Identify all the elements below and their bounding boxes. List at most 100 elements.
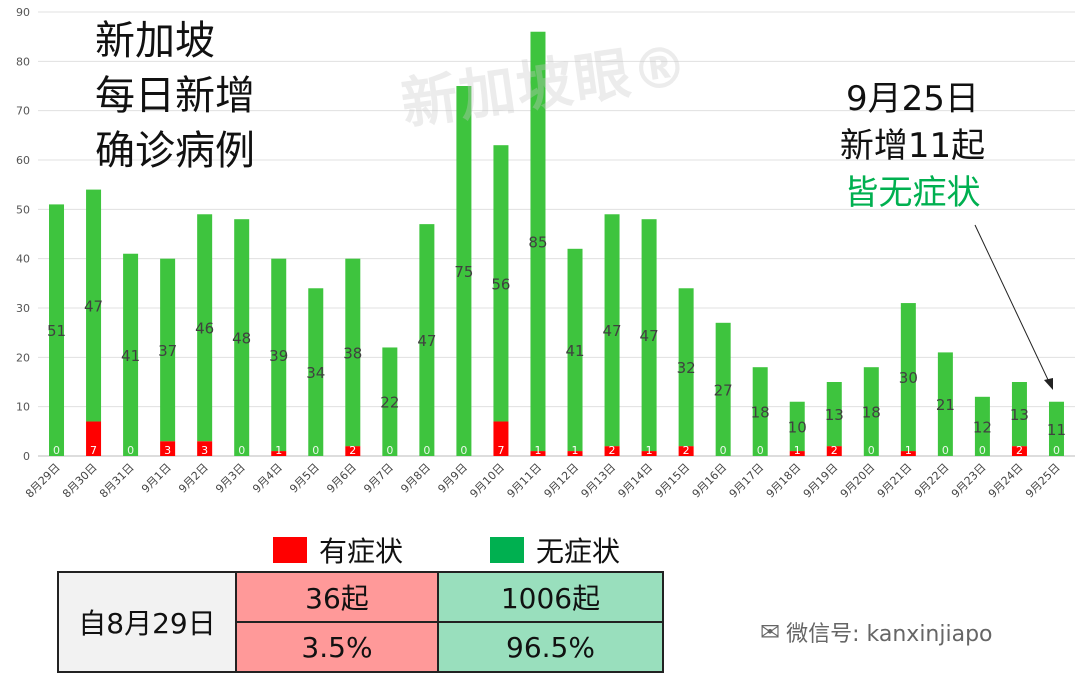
bar-asymptomatic [49,204,65,456]
y-tick-label: 60 [16,154,30,167]
data-label-asymptomatic: 21 [936,396,955,414]
bar-asymptomatic [1048,401,1064,456]
x-tick-label: 9月15日 [653,461,693,501]
y-tick-label: 90 [16,6,30,19]
x-tick-label: 9月25日 [1023,461,1063,501]
title-line: 新加坡 [95,18,215,64]
bar-asymptomatic [1011,382,1027,447]
data-label-asymptomatic: 47 [603,322,622,340]
symptomatic-count: 36起 [235,571,439,623]
x-tick-label: 9月23日 [949,461,989,501]
data-label-asymptomatic: 30 [899,369,918,387]
bar-asymptomatic [197,214,213,442]
data-label-asymptomatic: 85 [528,233,547,251]
data-label-symptomatic: 2 [349,444,356,457]
data-label-asymptomatic: 48 [232,330,251,348]
bar-asymptomatic [641,219,657,452]
data-label-symptomatic: 7 [90,444,97,457]
symptomatic-pct: 3.5% [235,621,439,673]
y-tick-label: 10 [16,401,30,414]
wechat-id: ✉ 微信号: kanxinjiapo [760,616,993,648]
data-label-symptomatic: 0 [423,444,430,457]
y-tick-label: 30 [16,302,30,315]
bar-chart: 01020304050607080905108月29日4778月30日4108月… [16,6,1075,501]
annotation-arrow [974,224,1051,385]
x-tick-label: 9月6日 [324,461,359,496]
y-tick-label: 80 [16,55,30,68]
data-label-asymptomatic: 18 [751,404,770,422]
x-tick-label: 8月30日 [60,461,100,501]
data-label-asymptomatic: 51 [47,322,66,340]
data-label-asymptomatic: 41 [565,342,584,360]
bar-symptomatic [1011,446,1027,456]
data-label-symptomatic: 0 [979,444,986,457]
bar-asymptomatic [567,248,583,452]
bar-symptomatic [789,451,805,456]
data-label-asymptomatic: 10 [788,418,807,436]
y-tick-label: 40 [16,253,30,266]
data-label-symptomatic: 0 [127,444,134,457]
bar-asymptomatic [789,401,805,452]
data-label-symptomatic: 1 [905,444,912,457]
data-label-asymptomatic: 47 [84,298,103,316]
legend-label: 无症状 [536,535,621,568]
data-label-asymptomatic: 34 [306,364,325,382]
legend-label: 有症状 [319,535,404,568]
bar-asymptomatic [974,396,990,456]
bar-asymptomatic [123,253,139,456]
data-label-asymptomatic: 56 [491,275,510,293]
data-label-asymptomatic: 12 [973,418,992,436]
data-label-asymptomatic: 37 [158,342,177,360]
x-tick-label: 9月13日 [579,461,619,501]
data-label-symptomatic: 3 [164,444,171,457]
bar-asymptomatic [752,367,768,456]
data-label-symptomatic: 2 [683,444,690,457]
bar-asymptomatic [937,352,953,456]
data-label-symptomatic: 0 [720,444,727,457]
bar-asymptomatic [382,347,398,456]
bar-asymptomatic [160,258,176,442]
bar-symptomatic [271,451,287,456]
legend-symptomatic: 有症状 [273,530,403,570]
bar-asymptomatic [715,322,731,456]
data-label-asymptomatic: 46 [195,320,214,338]
bar-symptomatic [826,446,842,456]
data-label-asymptomatic: 47 [417,332,436,350]
x-tick-label: 9月10日 [467,461,507,501]
data-label-asymptomatic: 27 [714,381,733,399]
bar-symptomatic [604,446,620,456]
bar-asymptomatic [900,303,916,452]
x-tick-label: 9月5日 [287,461,322,496]
legend-swatch-green [490,537,524,563]
x-tick-label: 9月18日 [764,461,804,501]
x-tick-label: 9月8日 [398,461,433,496]
data-label-symptomatic: 0 [53,444,60,457]
x-tick-label: 9月22日 [912,461,952,501]
data-label-symptomatic: 1 [275,444,282,457]
data-label-symptomatic: 0 [757,444,764,457]
data-label-symptomatic: 2 [609,444,616,457]
title-line: 每日新增 [95,73,255,119]
bar-asymptomatic [271,258,287,452]
wechat-label: 微信号: kanxinjiapo [786,622,993,647]
data-label-symptomatic: 1 [646,444,653,457]
x-tick-label: 9月3日 [213,461,248,496]
data-label-symptomatic: 3 [201,444,208,457]
bar-symptomatic [678,446,694,456]
bar-asymptomatic [456,86,472,456]
y-tick-label: 70 [16,105,30,118]
x-tick-label: 9月21日 [875,461,915,501]
bar-asymptomatic [530,31,546,452]
asymptomatic-count: 1006起 [437,571,664,623]
bar-asymptomatic [234,219,250,456]
x-tick-label: 9月7日 [361,461,396,496]
x-tick-label: 9月17日 [727,461,767,501]
bar-asymptomatic [345,258,361,447]
data-label-symptomatic: 1 [534,444,541,457]
data-label-symptomatic: 1 [572,444,579,457]
data-label-symptomatic: 0 [460,444,467,457]
x-tick-label: 9月16日 [690,461,730,501]
arrow-head-icon [1044,378,1053,390]
bar-symptomatic [530,451,546,456]
data-label-asymptomatic: 11 [1047,421,1066,439]
